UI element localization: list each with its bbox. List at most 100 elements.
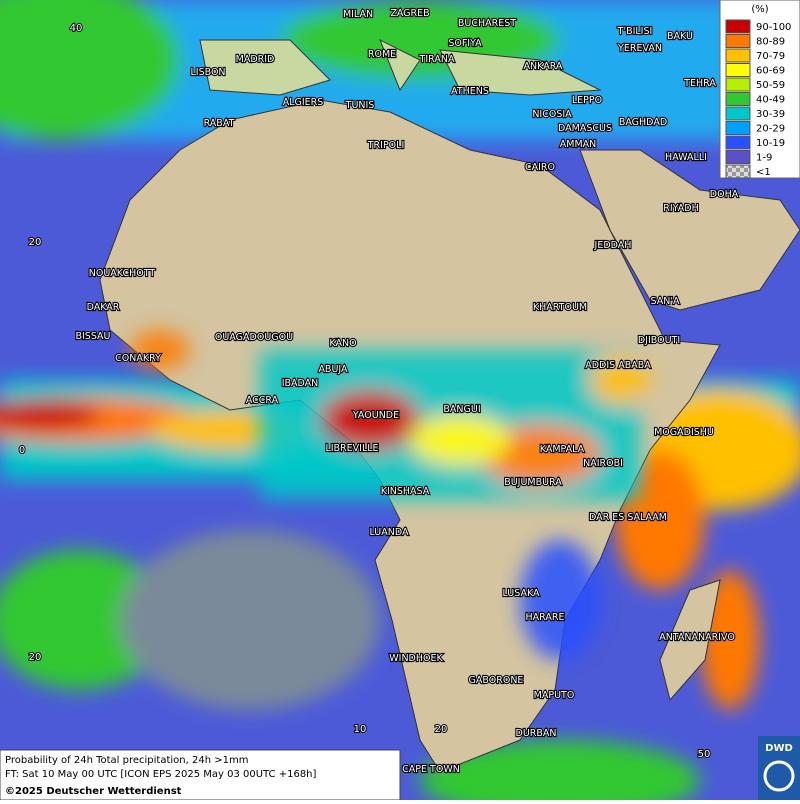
madagascar-land bbox=[659, 579, 721, 702]
city-label: LISBON bbox=[190, 67, 225, 78]
city-label: LUANDA bbox=[369, 527, 409, 538]
grid-label: 10 bbox=[354, 724, 367, 735]
city-label: LEPPO bbox=[572, 95, 602, 106]
legend-label: 10-19 bbox=[756, 138, 785, 149]
city-label: SOFIYA bbox=[448, 38, 482, 49]
legend-swatch bbox=[725, 77, 751, 92]
grid-labels: 40 20 0 20 10 20 50 bbox=[18, 22, 712, 761]
logo-text: DWD bbox=[765, 743, 793, 754]
logo-icon bbox=[763, 760, 795, 792]
city-label: ABUJA bbox=[318, 364, 348, 375]
city-label: MOGADISHU bbox=[654, 427, 714, 438]
city-label: NAIROBI bbox=[583, 458, 623, 469]
legend-items: 90-100 80-89 70-79 60-69 50-59 40-49 30-39 20-2… bbox=[725, 19, 791, 179]
city-label: OUAGADOUGOU bbox=[215, 332, 293, 343]
city-label: CAPE TOWN bbox=[402, 764, 460, 775]
city-label: DURBAN bbox=[516, 728, 557, 739]
copyright: ©2025 Deutscher Wetterdienst bbox=[5, 786, 182, 797]
city-label: DAR ES SALAAM bbox=[589, 512, 667, 523]
city-label: ALGIERS bbox=[283, 97, 324, 108]
city-label: TUNIS bbox=[345, 100, 375, 111]
legend-swatch bbox=[725, 121, 751, 135]
city-label: TIRANA bbox=[419, 54, 455, 65]
city-label: GABORONE bbox=[469, 675, 524, 686]
grid-label: 20 bbox=[435, 724, 448, 735]
caption-line2: FT: Sat 10 May 00 UTC [ICON EPS 2025 May… bbox=[5, 769, 317, 780]
city-label: NOUAKCHOTT bbox=[89, 268, 156, 279]
city-label: BISSAU bbox=[75, 331, 110, 342]
city-label: YAOUNDE bbox=[352, 410, 399, 421]
legend-label: 40-49 bbox=[756, 95, 785, 106]
legend-label: 70-79 bbox=[756, 51, 785, 62]
city-label: KAMPALA bbox=[540, 444, 585, 455]
legend-label: 80-89 bbox=[756, 37, 785, 48]
legend-swatch bbox=[725, 19, 751, 34]
city-label: AMMAN bbox=[560, 139, 597, 150]
city-label: CONAKRY bbox=[115, 353, 161, 364]
city-label: ROME bbox=[368, 49, 396, 60]
city-label: MAPUTO bbox=[534, 690, 575, 701]
legend-label: 1-9 bbox=[756, 153, 772, 164]
city-label: BUCHAREST bbox=[458, 18, 516, 29]
caption-line1: Probability of 24h Total precipitation, … bbox=[5, 755, 248, 766]
city-label: MADRID bbox=[236, 54, 275, 65]
grid-label: 0 bbox=[19, 445, 25, 456]
legend-swatch bbox=[725, 106, 751, 121]
legend-swatch bbox=[725, 34, 751, 48]
city-label: DAMASCUS bbox=[558, 123, 612, 134]
city-label: LUSAKA bbox=[502, 588, 540, 599]
city-labels: MILAN ZAGREB BUCHAREST MADRID ROME SOFIYA TIRA… bbox=[74, 7, 739, 776]
city-label: NICOSIA bbox=[532, 109, 572, 120]
city-label: YEREVAN bbox=[617, 43, 662, 54]
legend-swatch bbox=[725, 48, 751, 63]
city-label: DJIBOUTI bbox=[638, 335, 680, 346]
city-label: KANO bbox=[329, 338, 356, 349]
europe-land bbox=[199, 38, 602, 96]
city-label: DAKAR bbox=[87, 302, 120, 313]
legend-swatch bbox=[725, 150, 751, 164]
city-label: SAN'A bbox=[651, 296, 680, 307]
city-label: ADDIS ABABA bbox=[585, 360, 651, 371]
city-label: HARARE bbox=[526, 612, 565, 623]
city-label: TEHRA bbox=[683, 78, 716, 89]
land-precipitation bbox=[130, 330, 650, 660]
legend-label: 50-59 bbox=[756, 80, 785, 91]
city-label: RABAT bbox=[204, 118, 235, 129]
city-label: T'BILISI bbox=[617, 26, 653, 37]
legend-swatch bbox=[725, 164, 751, 179]
city-label: BAGHDAD bbox=[619, 117, 667, 128]
legend-label: 30-39 bbox=[756, 109, 785, 120]
city-label: ACCRA bbox=[246, 395, 279, 406]
legend-label: 60-69 bbox=[756, 66, 785, 77]
city-label: ZAGREB bbox=[390, 8, 429, 19]
city-label: RIYADH bbox=[663, 203, 698, 214]
legend-swatch bbox=[725, 63, 751, 77]
grid-label: 50 bbox=[698, 749, 711, 760]
arabia-land bbox=[579, 149, 800, 311]
grid-label: 20 bbox=[29, 652, 42, 663]
city-label: MILAN bbox=[343, 9, 373, 20]
legend: (%) 90-100 80-89 70-79 60-69 50-59 40-49 30-39… bbox=[719, 0, 800, 179]
city-label: ATHENS bbox=[451, 86, 489, 97]
city-label: BUJUMBURA bbox=[504, 477, 562, 488]
city-label: BAKU bbox=[667, 31, 693, 42]
legend-label: 90-100 bbox=[756, 22, 791, 33]
grid-label: 20 bbox=[29, 237, 42, 248]
legend-swatch bbox=[725, 135, 751, 150]
city-label: JEDDAH bbox=[594, 240, 632, 251]
city-label: CAIRO bbox=[525, 162, 555, 173]
city-label: KHARTOUM bbox=[533, 302, 587, 313]
city-label: IBADAN bbox=[282, 378, 319, 389]
legend-swatch bbox=[725, 92, 751, 106]
legend-unit: (%) bbox=[751, 4, 768, 15]
city-label: WINDHOEK bbox=[389, 653, 443, 664]
city-label: BANGUI bbox=[443, 404, 480, 415]
city-label: TRIPOLI bbox=[367, 140, 405, 151]
city-label: ANTANANARIVO bbox=[659, 632, 735, 643]
city-label: DOHA bbox=[710, 189, 739, 200]
city-label: KINSHASA bbox=[381, 486, 430, 497]
city-label: ANKARA bbox=[524, 61, 563, 72]
city-label: LIBREVILLE bbox=[325, 443, 378, 454]
legend-label: 20-29 bbox=[756, 124, 785, 135]
